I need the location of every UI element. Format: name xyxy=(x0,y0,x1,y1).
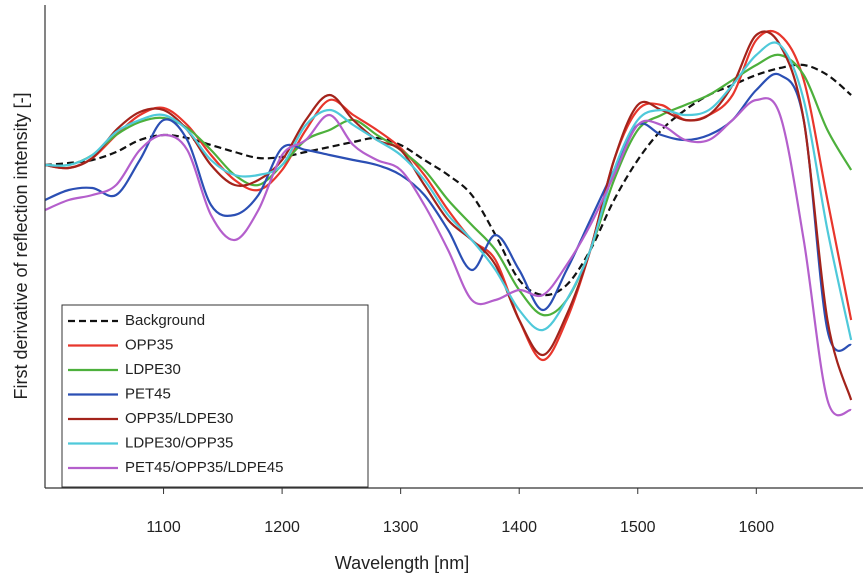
x-tick-label: 1600 xyxy=(739,519,775,536)
series-line xyxy=(45,97,852,417)
series-line xyxy=(45,41,853,341)
x-axis-label: Wavelength [nm] xyxy=(335,553,469,573)
legend-label: PET45 xyxy=(125,385,171,402)
legend-label: OPP35 xyxy=(125,336,173,353)
legend-label: OPP35/LDPE30 xyxy=(125,410,233,427)
legend-label: LDPE30 xyxy=(125,361,181,378)
legend-label: LDPE30/OPP35 xyxy=(125,434,233,451)
y-axis-label: First derivative of reflection intensity… xyxy=(11,92,31,399)
x-tick-label: 1500 xyxy=(620,519,656,536)
series-line xyxy=(45,53,853,317)
legend-label: PET45/OPP35/LDPE45 xyxy=(125,459,283,476)
legend-box xyxy=(61,304,369,488)
x-tick-label: 1400 xyxy=(501,519,537,536)
plot-lines xyxy=(45,29,853,417)
x-tick-label: 1300 xyxy=(383,519,419,536)
series-line xyxy=(45,63,852,297)
x-tick-label: 1100 xyxy=(146,519,181,536)
x-tick-label: 1200 xyxy=(264,519,300,536)
legend-label: Background xyxy=(125,312,205,329)
